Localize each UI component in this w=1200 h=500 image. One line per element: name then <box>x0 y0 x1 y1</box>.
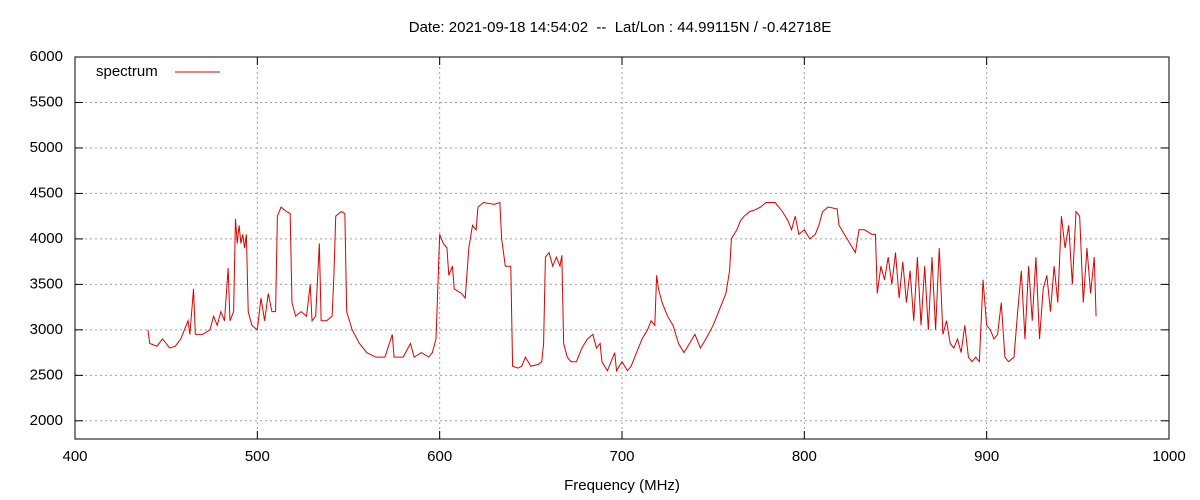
x-tick-label: 700 <box>609 448 634 465</box>
x-tick-label: 400 <box>62 448 87 465</box>
y-tick-label: 2000 <box>30 412 63 429</box>
series-line <box>147 201 1097 373</box>
plot-frame <box>74 56 1170 440</box>
y-tick-label: 4000 <box>30 230 63 247</box>
y-tick-label: 6000 <box>30 48 63 65</box>
x-tick-label: 500 <box>245 448 270 465</box>
legend-label: spectrum <box>96 63 158 80</box>
y-tick-label: 3500 <box>30 275 63 292</box>
y-tick-label: 4500 <box>30 184 63 201</box>
y-tick-label: 5000 <box>30 139 63 156</box>
x-axis-label: Frequency (MHz) <box>564 477 680 494</box>
y-tick-label: 5500 <box>30 93 63 110</box>
x-tick-label: 800 <box>792 448 817 465</box>
x-tick-label: 600 <box>427 448 452 465</box>
x-tick-label: 900 <box>974 448 999 465</box>
y-tick-label: 3000 <box>30 321 63 338</box>
y-tick-label: 2500 <box>30 366 63 383</box>
x-tick-label: 1000 <box>1152 448 1185 465</box>
chart-title: Date: 2021-09-18 14:54:02 -- Lat/Lon : 4… <box>409 19 832 36</box>
